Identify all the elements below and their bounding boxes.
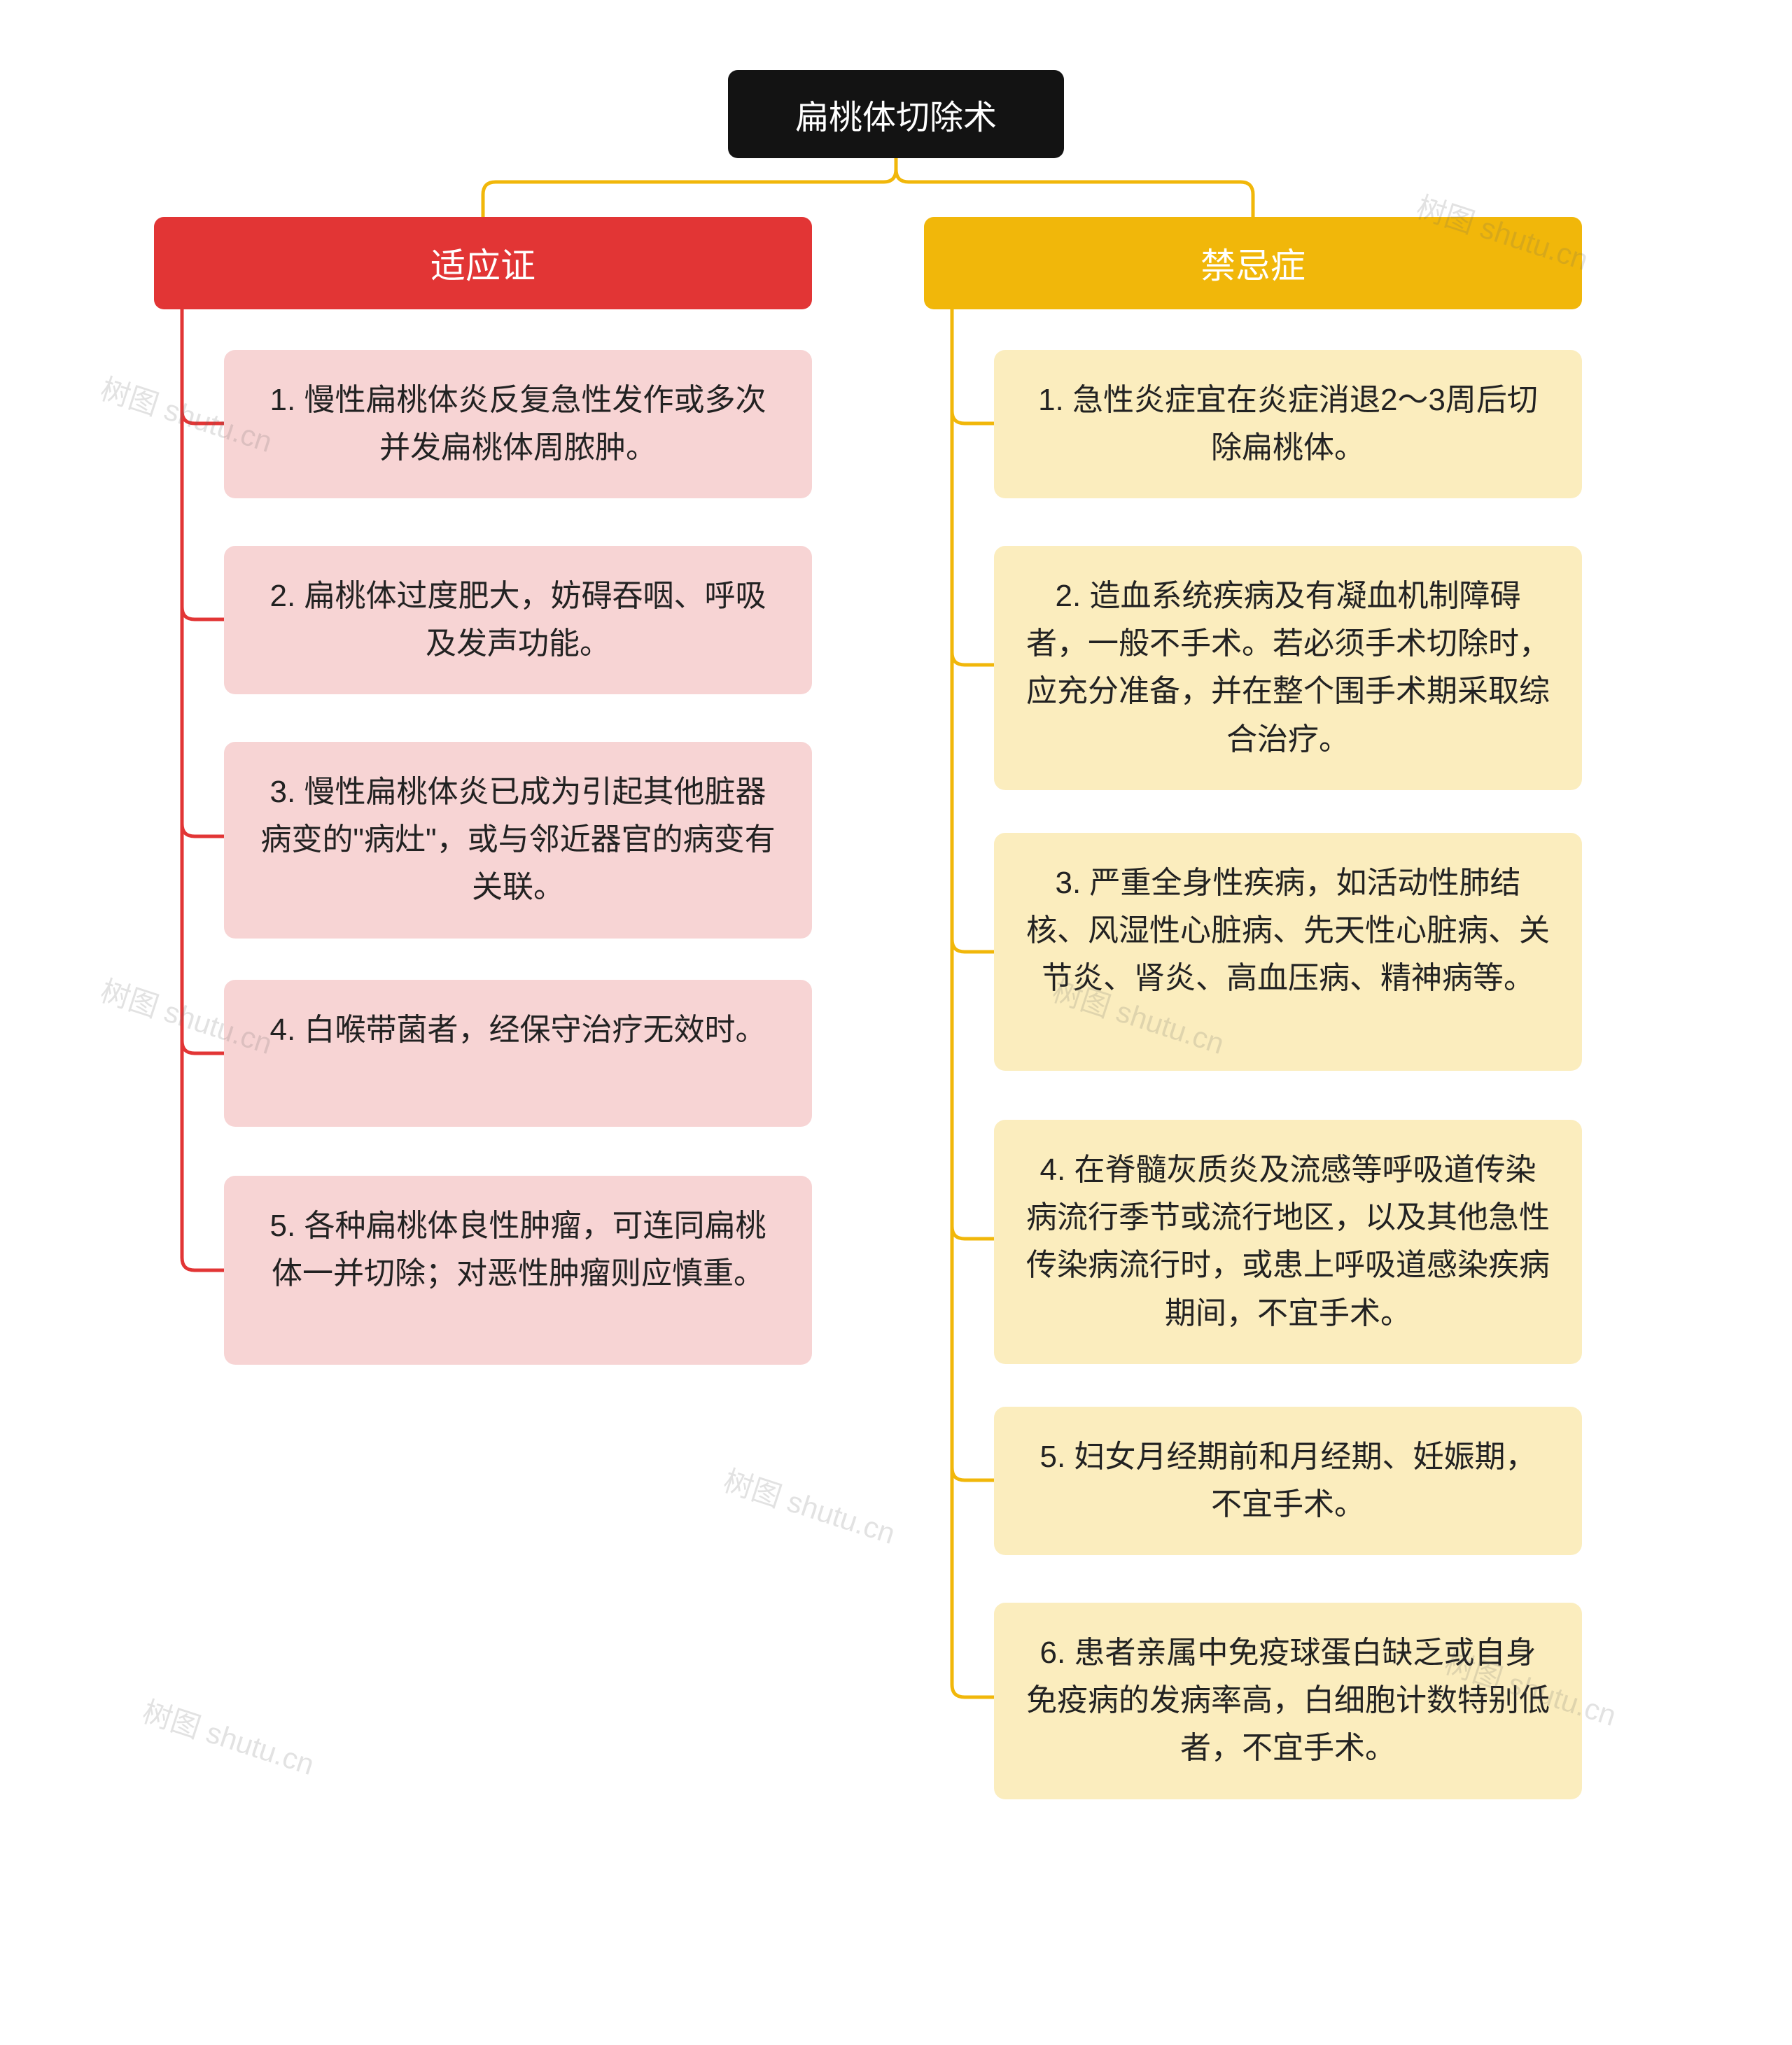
contraindication-item-text: 3. 严重全身性疾病，如活动性肺结核、风湿性心脏病、先天性心脏病、关节炎、肾炎、… <box>1026 866 1550 995</box>
branch-header-indications: 适应证 <box>154 217 812 309</box>
watermark: 树图 shutu.cn <box>138 1688 321 1784</box>
indication-item: 1. 慢性扁桃体炎反复急性发作或多次并发扁桃体周脓肿。 <box>224 350 812 498</box>
contraindication-item-text: 4. 在脊髓灰质炎及流感等呼吸道传染病流行季节或流行地区，以及其他急性传染病流行… <box>1026 1153 1550 1330</box>
diagram-canvas: 扁桃体切除术 适应证 禁忌症 1. 慢性扁桃体炎反复急性发作或多次并发扁桃体周脓… <box>0 0 1792 2045</box>
indication-item-text: 3. 慢性扁桃体炎已成为引起其他脏器病变的"病灶"，或与邻近器官的病变有关联。 <box>260 775 775 904</box>
branch-header-contraindications-label: 禁忌症 <box>1200 246 1306 286</box>
contraindication-item: 4. 在脊髓灰质炎及流感等呼吸道传染病流行季节或流行地区，以及其他急性传染病流行… <box>994 1120 1582 1364</box>
indication-item: 2. 扁桃体过度肥大，妨碍吞咽、呼吸及发声功能。 <box>224 546 812 694</box>
branch-header-indications-label: 适应证 <box>430 246 536 286</box>
branch-header-contraindications: 禁忌症 <box>924 217 1582 309</box>
indication-item: 4. 白喉带菌者，经保守治疗无效时。 <box>224 980 812 1127</box>
indication-item-text: 4. 白喉带菌者，经保守治疗无效时。 <box>270 1013 766 1047</box>
root-label: 扁桃体切除术 <box>795 99 997 136</box>
contraindication-item: 5. 妇女月经期前和月经期、妊娠期，不宜手术。 <box>994 1407 1582 1555</box>
contraindication-item: 2. 造血系统疾病及有凝血机制障碍者，一般不手术。若必须手术切除时，应充分准备，… <box>994 546 1582 790</box>
contraindication-item: 1. 急性炎症宜在炎症消退2～3周后切除扁桃体。 <box>994 350 1582 498</box>
contraindication-item: 3. 严重全身性疾病，如活动性肺结核、风湿性心脏病、先天性心脏病、关节炎、肾炎、… <box>994 833 1582 1071</box>
indication-item-text: 5. 各种扁桃体良性肿瘤，可连同扁桃体一并切除；对恶性肿瘤则应慎重。 <box>270 1209 766 1291</box>
indication-item: 5. 各种扁桃体良性肿瘤，可连同扁桃体一并切除；对恶性肿瘤则应慎重。 <box>224 1176 812 1365</box>
indication-item: 3. 慢性扁桃体炎已成为引起其他脏器病变的"病灶"，或与邻近器官的病变有关联。 <box>224 742 812 939</box>
watermark: 树图 shutu.cn <box>719 1457 902 1553</box>
root-node: 扁桃体切除术 <box>728 70 1064 158</box>
contraindication-item: 6. 患者亲属中免疫球蛋白缺乏或自身免疫病的发病率高，白细胞计数特别低者，不宜手… <box>994 1603 1582 1799</box>
contraindication-item-text: 1. 急性炎症宜在炎症消退2～3周后切除扁桃体。 <box>1038 383 1538 465</box>
contraindication-item-text: 5. 妇女月经期前和月经期、妊娠期，不宜手术。 <box>1040 1440 1536 1522</box>
indication-item-text: 1. 慢性扁桃体炎反复急性发作或多次并发扁桃体周脓肿。 <box>270 383 766 465</box>
contraindication-item-text: 2. 造血系统疾病及有凝血机制障碍者，一般不手术。若必须手术切除时，应充分准备，… <box>1026 579 1550 757</box>
contraindication-item-text: 6. 患者亲属中免疫球蛋白缺乏或自身免疫病的发病率高，白细胞计数特别低者，不宜手… <box>1026 1636 1550 1765</box>
indication-item-text: 2. 扁桃体过度肥大，妨碍吞咽、呼吸及发声功能。 <box>270 579 766 661</box>
